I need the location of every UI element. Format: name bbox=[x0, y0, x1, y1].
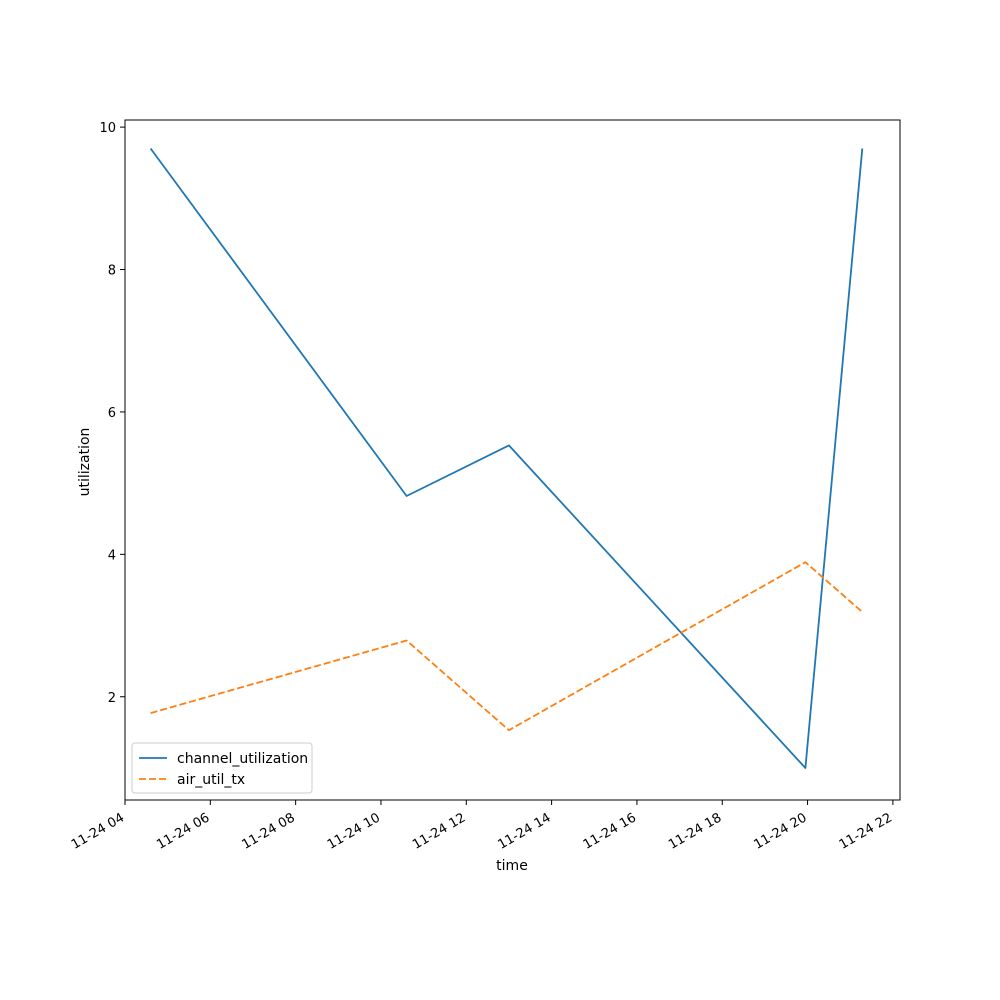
x-tick-label: 11-24 18 bbox=[666, 810, 724, 852]
plot-frame bbox=[124, 119, 901, 801]
x-axis-ticks: 11-24 04 11-24 06 11-24 08 11-24 10 11-24 12… bbox=[69, 800, 895, 853]
x-tick-label: 11-24 10 bbox=[325, 810, 383, 852]
y-tick-label: 2 bbox=[108, 691, 116, 706]
series-lines bbox=[149, 147, 864, 769]
legend-label: air_util_tx bbox=[177, 772, 245, 788]
series-line-air-util-tx bbox=[150, 561, 863, 732]
x-tick-label: 11-24 12 bbox=[410, 810, 468, 852]
y-tick-label: 6 bbox=[108, 406, 116, 421]
y-tick-label: 8 bbox=[108, 264, 116, 279]
legend: channel_utilization air_util_tx bbox=[131, 742, 313, 794]
y-tick-label: 10 bbox=[99, 121, 116, 136]
series-line-channel-utilization bbox=[149, 147, 864, 769]
plot-area bbox=[125, 120, 900, 800]
y-axis-label: utilization bbox=[77, 428, 93, 497]
x-tick-label: 11-24 08 bbox=[240, 810, 298, 852]
x-axis-label: time bbox=[496, 858, 528, 874]
y-tick-label: 4 bbox=[108, 548, 116, 563]
x-tick-label: 11-24 06 bbox=[154, 810, 212, 852]
legend-box bbox=[131, 742, 313, 794]
x-tick-label: 11-24 14 bbox=[495, 810, 553, 852]
y-axis-ticks: 2 4 6 8 10 bbox=[99, 121, 125, 706]
x-tick-label: 11-24 22 bbox=[837, 810, 895, 852]
legend-label: channel_utilization bbox=[177, 751, 308, 767]
x-tick-label: 11-24 16 bbox=[581, 810, 639, 852]
x-tick-label: 11-24 04 bbox=[69, 810, 127, 852]
x-tick-label: 11-24 20 bbox=[751, 810, 809, 852]
